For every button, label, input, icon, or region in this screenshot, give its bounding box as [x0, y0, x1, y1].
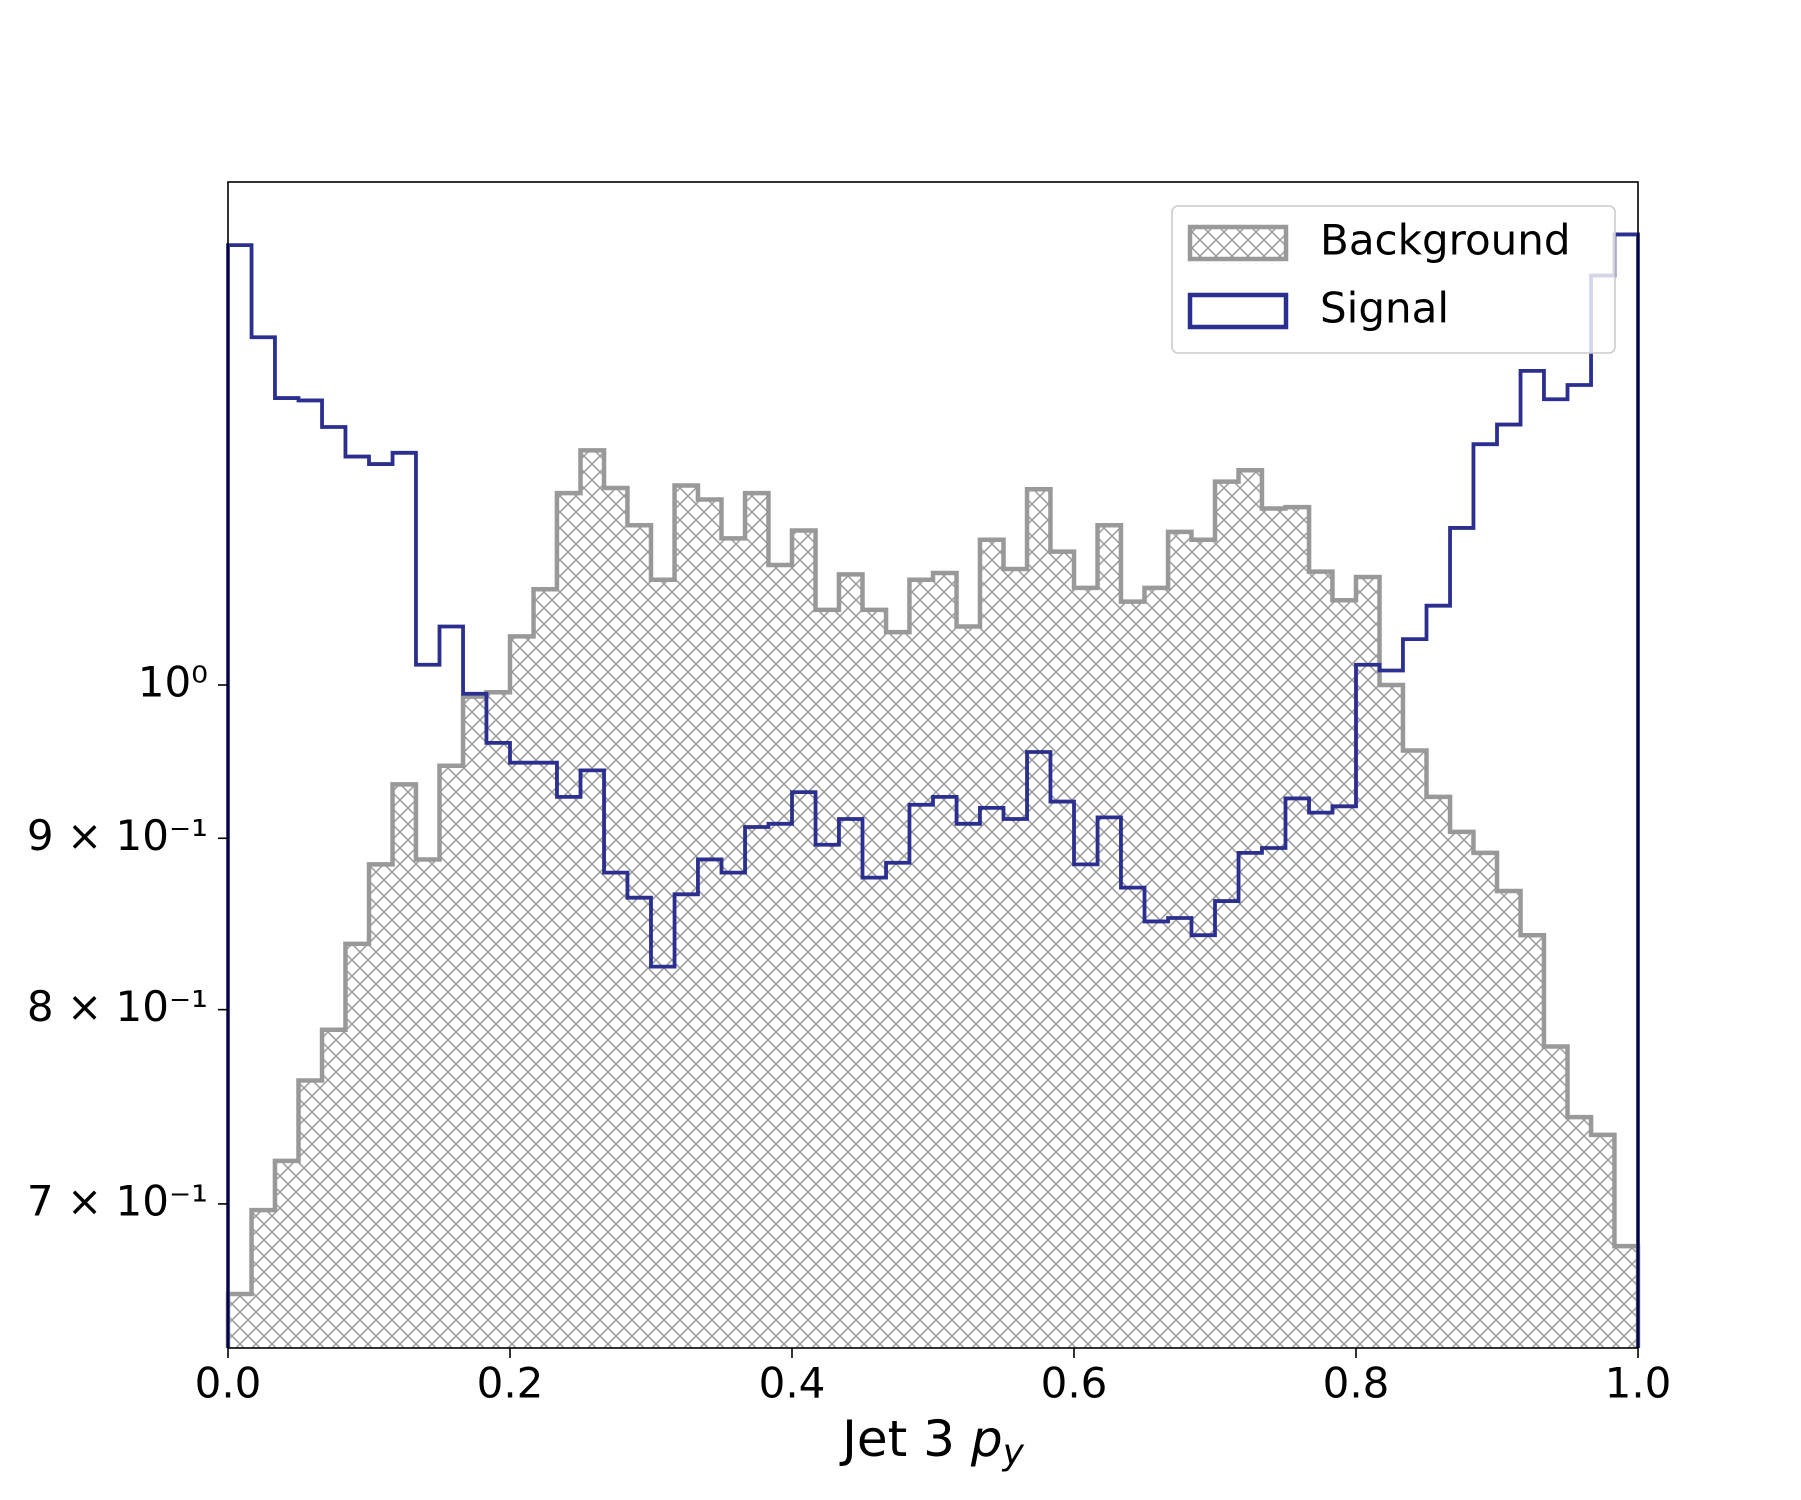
y-tick-label: 9 × 10⁻¹: [27, 811, 208, 860]
histogram-bar: [415, 859, 440, 1348]
histogram-bar: [1027, 489, 1051, 1348]
x-tick-label: 0.8: [1323, 1359, 1390, 1408]
histogram-bar: [1215, 481, 1239, 1349]
histogram-bar: [1191, 539, 1215, 1348]
histogram-bar: [1309, 571, 1333, 1348]
histogram-bar: [792, 530, 816, 1348]
histogram-bar: [556, 493, 581, 1348]
y-tick-label: 10⁰: [138, 657, 208, 706]
histogram-bar: [510, 636, 534, 1348]
x-axis-label-var: p: [970, 1410, 1003, 1468]
histogram-bar: [886, 632, 910, 1348]
histogram-bar: [1003, 568, 1028, 1348]
histogram-bar: [1097, 525, 1121, 1348]
x-axis-label-sub: y: [1002, 1432, 1025, 1473]
histogram-bar: [768, 564, 792, 1348]
histogram-bar: [1591, 1134, 1615, 1348]
histogram-bar: [392, 784, 416, 1348]
histogram-step: [226, 232, 1640, 1348]
histogram-bar: [956, 626, 980, 1348]
histogram-bar: [862, 609, 887, 1348]
histogram-bar: [1261, 508, 1286, 1349]
histogram-bar: [1285, 507, 1310, 1348]
histogram-bar: [1614, 1246, 1638, 1348]
histogram-bar: [439, 765, 464, 1348]
histogram-bar: [345, 943, 369, 1348]
x-tick-label: 0.6: [1041, 1359, 1108, 1408]
y-tick-label: 7 × 10⁻¹: [27, 1176, 208, 1225]
histogram-bar: [1050, 551, 1074, 1348]
histogram-bar: [651, 579, 675, 1348]
legend-swatch: [1187, 224, 1289, 262]
histogram-bar: [745, 493, 769, 1348]
histogram-bar: [627, 525, 651, 1348]
histogram-bar: [486, 692, 510, 1348]
histogram-bar: [1497, 890, 1521, 1348]
histogram-bar: [1332, 600, 1356, 1348]
histogram-bar: [933, 573, 957, 1348]
histogram-bar: [463, 696, 487, 1348]
histogram-bar: [322, 1029, 346, 1348]
histogram-bar: [274, 1160, 299, 1348]
histogram-bar: [228, 1293, 252, 1348]
histogram-bar: [1543, 1046, 1568, 1348]
histogram-bar: [838, 574, 863, 1348]
histogram-bar: [1567, 1117, 1592, 1348]
histogram-bar: [909, 579, 933, 1348]
histogram-bar: [979, 539, 1004, 1348]
histogram-bar: [369, 864, 393, 1348]
histogram-bar: [1426, 796, 1451, 1348]
histogram-bar: [1402, 750, 1427, 1348]
histogram-bar: [1379, 684, 1403, 1348]
histogram-bar: [1450, 831, 1474, 1348]
histogram-bar: [815, 609, 839, 1348]
histogram-bar: [697, 499, 722, 1348]
histogram-bar: [1520, 935, 1544, 1348]
x-tick-label: 0.4: [759, 1359, 826, 1408]
histogram-bar: [298, 1080, 323, 1348]
histogram-bar: [1144, 587, 1169, 1348]
legend-label: Background: [1320, 216, 1571, 265]
histogram-bar: [251, 1210, 275, 1348]
histogram-bar: [604, 487, 628, 1348]
histogram-bar: [1356, 577, 1380, 1348]
histogram-bar: [1074, 587, 1098, 1348]
histogram-bar: [580, 450, 605, 1349]
plot-frame: [227, 181, 1639, 1349]
x-tick-label: 0.0: [195, 1359, 262, 1408]
histogram-outline: [225, 448, 1641, 1348]
histogram-bar: [1120, 601, 1145, 1348]
x-axis-label: Jet 3 py: [839, 1410, 1024, 1474]
histogram-bar: [1238, 470, 1262, 1348]
x-axis-label-text: Jet 3: [839, 1410, 955, 1468]
legend-swatch: [1187, 292, 1289, 330]
histogram-bar: [674, 485, 698, 1349]
y-tick-label: 8 × 10⁻¹: [27, 982, 208, 1031]
histogram-bar: [1473, 852, 1497, 1348]
histogram-bar: [1168, 531, 1192, 1348]
legend-label: Signal: [1320, 284, 1449, 333]
histogram-bar: [533, 589, 557, 1348]
x-axis-label-space: [955, 1410, 971, 1468]
histogram-bar: [721, 538, 746, 1348]
x-tick-label: 0.2: [477, 1359, 544, 1408]
x-tick-label: 1.0: [1605, 1359, 1672, 1408]
